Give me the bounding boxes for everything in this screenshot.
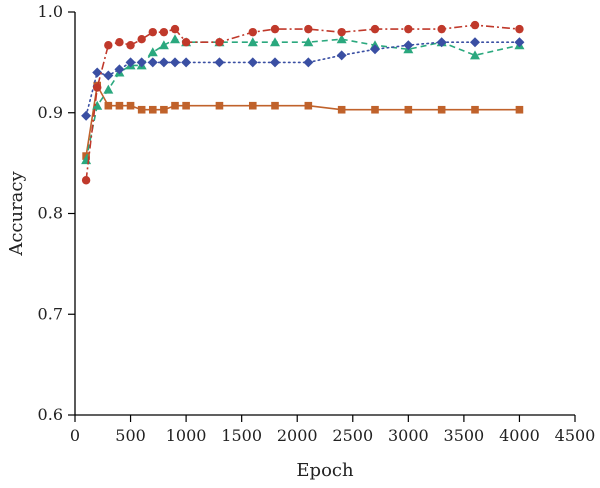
- series-line: [85, 24, 520, 181]
- data-point: [181, 57, 192, 68]
- data-point: [170, 57, 180, 68]
- data-point: [81, 110, 92, 121]
- data-point: [303, 57, 314, 68]
- data-point: [171, 101, 179, 110]
- data-point: [81, 176, 91, 185]
- data-point: [403, 40, 414, 51]
- data-point: [181, 38, 191, 47]
- series-diamond: [81, 37, 525, 121]
- x-tick-label: 2500: [332, 426, 373, 445]
- data-point: [270, 57, 280, 68]
- y-tick-label: 0.8: [38, 204, 63, 223]
- data-point: [337, 27, 346, 37]
- data-point: [337, 105, 346, 114]
- data-point: [147, 57, 158, 68]
- data-point: [137, 105, 146, 114]
- data-point: [370, 44, 380, 55]
- data-point: [437, 105, 446, 114]
- y-tick-label: 1.0: [38, 2, 63, 21]
- x-tick-label: 3500: [444, 426, 485, 445]
- data-point: [247, 57, 258, 68]
- x-axis-ticks: 0 500 1000 1500 2000 2500 3000 3500 4000 4500: [70, 415, 595, 445]
- series-triangle: [81, 34, 525, 165]
- data-point: [148, 105, 157, 114]
- data-point: [126, 101, 135, 110]
- data-point: [160, 105, 168, 114]
- data-point: [104, 101, 113, 110]
- data-point: [336, 34, 347, 44]
- x-tick-label: 1000: [166, 426, 207, 445]
- x-axis-title: Epoch: [296, 460, 354, 481]
- data-point: [114, 64, 125, 75]
- data-point: [514, 37, 525, 48]
- data-point: [126, 41, 135, 50]
- series-line: [85, 38, 520, 161]
- data-point: [170, 34, 180, 44]
- data-point: [304, 101, 313, 110]
- data-point: [170, 24, 180, 34]
- data-point: [336, 50, 347, 61]
- series-line: [85, 83, 520, 157]
- data-point: [437, 24, 446, 34]
- data-point: [215, 38, 224, 47]
- data-point: [304, 24, 313, 34]
- data-point: [148, 27, 157, 37]
- x-tick-label: 1500: [221, 426, 262, 445]
- x-tick-label: 3000: [388, 426, 429, 445]
- data-point: [158, 40, 169, 50]
- axes: [74, 12, 575, 416]
- x-tick-label: 4500: [555, 426, 596, 445]
- data-point: [115, 38, 124, 47]
- x-tick-label: 0: [70, 426, 80, 445]
- data-point: [159, 27, 169, 37]
- data-point: [92, 67, 103, 78]
- x-tick-label: 2000: [277, 426, 318, 445]
- data-point: [271, 101, 279, 110]
- data-point: [93, 83, 102, 92]
- series-circle: [81, 20, 524, 185]
- data-point: [125, 57, 136, 68]
- data-point: [248, 101, 257, 110]
- y-tick-label: 0.6: [38, 405, 63, 424]
- data-point: [247, 37, 258, 47]
- data-point: [103, 70, 114, 81]
- y-tick-label: 0.7: [38, 304, 63, 323]
- data-point: [370, 24, 380, 34]
- x-tick-label: 4000: [499, 426, 540, 445]
- data-point: [436, 37, 447, 48]
- data-point: [147, 47, 158, 57]
- data-point: [515, 105, 524, 114]
- y-tick-label: 0.9: [38, 103, 63, 122]
- data-point: [215, 101, 224, 110]
- x-tick-label: 500: [115, 426, 146, 445]
- data-point: [515, 24, 524, 34]
- data-point: [404, 24, 413, 34]
- series-square: [82, 81, 524, 160]
- y-axis-ticks: 0.6 0.7 0.8 0.9 1.0: [38, 2, 75, 424]
- data-point: [303, 37, 314, 47]
- data-point: [158, 57, 169, 68]
- data-point: [371, 105, 379, 114]
- series-layer: [81, 20, 525, 185]
- data-point: [471, 105, 479, 114]
- data-point: [248, 27, 257, 37]
- data-point: [270, 37, 280, 47]
- data-point: [214, 57, 225, 68]
- data-point: [182, 101, 190, 110]
- data-point: [270, 24, 280, 34]
- data-point: [137, 35, 146, 44]
- data-point: [115, 101, 124, 110]
- data-point: [470, 50, 480, 60]
- data-point: [104, 41, 113, 50]
- y-axis-title: Accuracy: [6, 171, 27, 257]
- data-point: [470, 37, 480, 48]
- data-point: [404, 105, 413, 114]
- data-point: [136, 57, 147, 68]
- data-point: [103, 84, 114, 94]
- data-point: [92, 100, 103, 110]
- data-point: [470, 20, 480, 30]
